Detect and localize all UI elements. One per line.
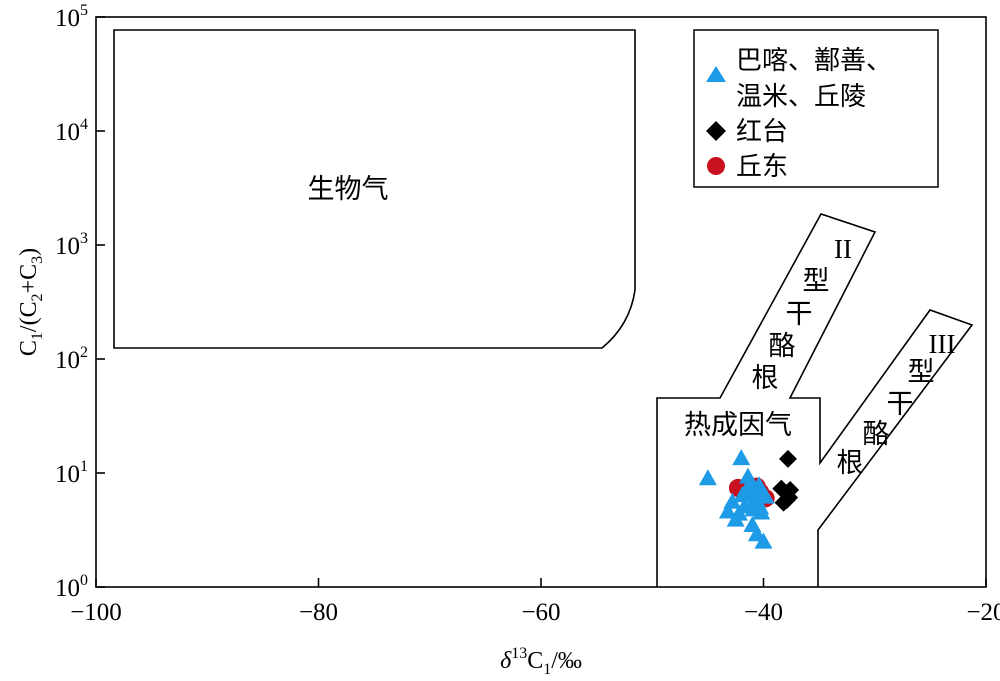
- type3-label-char: 型: [908, 357, 935, 388]
- legend-marker-circle: [707, 157, 725, 175]
- type2-label-char: 酪: [769, 331, 796, 362]
- type3-kerogen-label: III 型 干 酪 根: [837, 329, 956, 479]
- x-tick-label: −20: [966, 599, 1000, 626]
- genetic-regions: [113, 29, 974, 587]
- data-point-diamond: [780, 488, 799, 507]
- x-axis-title: δ13C1/‰: [500, 645, 582, 678]
- y-tick-label: 103: [55, 230, 88, 260]
- data-point-triangle: [732, 449, 751, 466]
- legend: 巴喀、鄯善、 温米、丘陵 红台 丘东: [693, 29, 939, 188]
- data-point-triangle: [718, 502, 737, 519]
- type3-label-char: 酪: [863, 419, 890, 450]
- type2-label-char: 型: [803, 266, 830, 297]
- y-axis: 100 101 102 103 104 105: [55, 2, 105, 602]
- data-point-diamond: [778, 449, 797, 468]
- legend-label: 丘东: [736, 152, 788, 182]
- legend-marker-triangle: [706, 66, 726, 82]
- data-point-triangle: [698, 469, 717, 486]
- x-tick-label: −100: [70, 599, 122, 626]
- x-axis: −100 −80 −60 −40 −20: [70, 578, 1000, 626]
- y-tick-label: 104: [55, 116, 88, 146]
- biogenic-region-label: 生物气: [308, 174, 389, 205]
- type3-label-char: 根: [837, 448, 864, 479]
- legend-label: 巴喀、鄯善、: [736, 46, 892, 76]
- y-axis-title: C1/(C2+C3): [16, 248, 46, 356]
- type2-label-roman: II: [834, 234, 852, 264]
- y-tick-label: 105: [55, 2, 88, 32]
- data-point-triangle: [756, 487, 775, 504]
- type2-label-char: 根: [752, 363, 779, 394]
- data-point-triangle: [735, 497, 754, 514]
- legend-label: 红台: [736, 117, 788, 147]
- legend-frame: [693, 29, 939, 188]
- type2-kerogen-label: II 型 干 酪 根: [752, 234, 852, 394]
- x-tick-label: −40: [744, 599, 783, 626]
- x-tick-label: −60: [521, 599, 560, 626]
- type3-label-roman: III: [929, 329, 956, 359]
- biogenic-region-outline: [113, 29, 636, 349]
- data-point-triangle: [752, 503, 771, 520]
- data-point-triangle: [723, 492, 742, 509]
- y-tick-label: 100: [55, 572, 88, 602]
- type2-label-char: 干: [786, 299, 813, 330]
- x-tick-label: −80: [299, 599, 338, 626]
- data-point-triangle: [754, 532, 773, 549]
- y-tick-label: 102: [55, 344, 88, 374]
- data-points: [698, 449, 800, 549]
- thermogenic-region-label: 热成因气: [684, 410, 792, 441]
- legend-label: 温米、丘陵: [736, 82, 866, 112]
- thermogenic-region-outline: [656, 213, 974, 587]
- type3-label-char: 干: [887, 389, 914, 420]
- y-tick-label: 101: [55, 458, 88, 488]
- legend-marker-diamond: [706, 121, 726, 141]
- data-point-triangle: [740, 484, 759, 501]
